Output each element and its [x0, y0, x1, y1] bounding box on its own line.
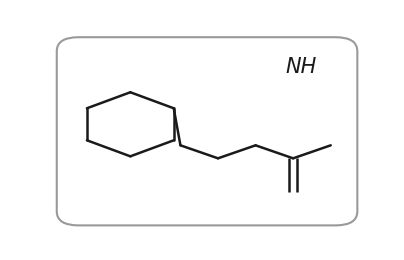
Text: NH: NH: [285, 57, 317, 77]
FancyBboxPatch shape: [57, 37, 358, 225]
